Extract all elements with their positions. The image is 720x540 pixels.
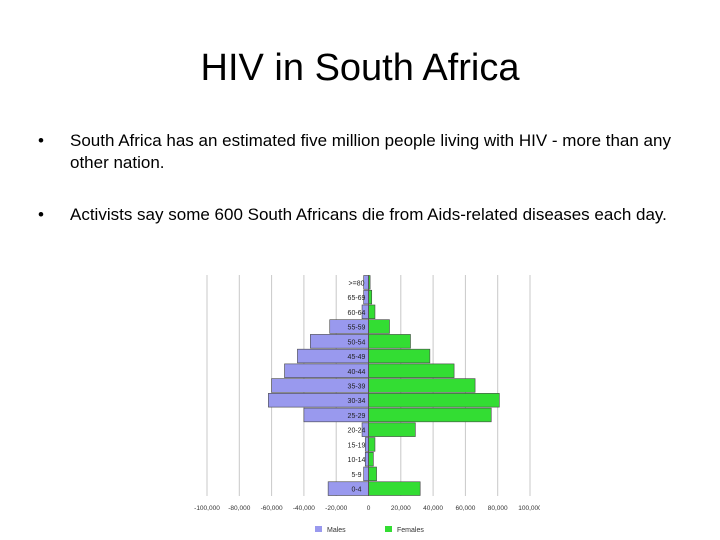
chart-tick-label: 100,000	[518, 505, 540, 512]
bullet-item: • South Africa has an estimated five mil…	[38, 130, 678, 174]
chart-category-label: 55-59	[348, 325, 366, 332]
chart-legend-swatch	[315, 526, 322, 532]
bullet-icon: •	[38, 131, 44, 150]
chart-tick-label: 60,000	[455, 505, 475, 512]
bullet-text: South Africa has an estimated five milli…	[70, 131, 671, 172]
chart-tick-label: 40,000	[423, 505, 443, 512]
chart-bar	[368, 363, 455, 378]
chart-tick-label: -20,000	[325, 505, 347, 512]
chart-category-label: 5-9	[351, 472, 361, 479]
chart-bar	[368, 378, 476, 393]
chart-category-label: 45-49	[348, 354, 366, 361]
chart-bar	[368, 437, 376, 452]
chart-legend-label: Females	[397, 527, 424, 534]
chart-category-label: 25-29	[348, 413, 366, 420]
chart-bar	[368, 348, 431, 364]
chart-bar	[368, 481, 421, 496]
chart-category-label: >=80	[349, 280, 365, 287]
chart-tick-label: -60,000	[261, 505, 283, 512]
chart-category-label: 35-39	[348, 384, 366, 391]
chart-legend-swatch	[385, 526, 392, 532]
bullet-list: • South Africa has an estimated five mil…	[38, 130, 678, 256]
bullet-text: Activists say some 600 South Africans di…	[70, 205, 667, 224]
chart-tick-label: 0	[367, 505, 371, 512]
chart-bar	[368, 319, 390, 334]
chart-legend-label: Males	[327, 527, 346, 534]
chart-category-label: 50-54	[348, 339, 366, 346]
chart-tick-label: -80,000	[228, 505, 250, 512]
chart-bar	[368, 422, 416, 437]
chart-category-label: 0-4	[351, 487, 361, 494]
chart-tick-label: -100,000	[194, 505, 220, 512]
chart-bar	[368, 334, 411, 349]
chart-tick-label: -40,000	[293, 505, 315, 512]
chart-category-label: 15-19	[348, 442, 366, 449]
chart-bar	[327, 481, 369, 496]
slide-title: HIV in South Africa	[200, 47, 520, 89]
chart-category-label: 10-14	[348, 457, 366, 464]
chart-bar	[368, 407, 492, 423]
chart-bar	[368, 304, 376, 320]
bullet-item: • Activists say some 600 South Africans …	[38, 204, 678, 226]
chart-tick-label: 80,000	[488, 505, 508, 512]
chart-bar	[363, 466, 369, 482]
chart-category-label: 60-64	[348, 310, 366, 317]
chart-category-label: 30-34	[348, 398, 366, 405]
chart-category-label: 20-24	[348, 428, 366, 435]
chart-bar	[368, 393, 500, 408]
chart-category-label: 65-69	[348, 295, 366, 302]
bullet-icon: •	[38, 205, 44, 224]
chart-bar	[368, 466, 377, 482]
chart-tick-label: 20,000	[391, 505, 411, 512]
chart-bar	[368, 452, 374, 467]
chart-category-label: 40-44	[348, 369, 366, 376]
population-pyramid-chart: 0-4 5-9 10-14 15-19 20-24 25-29 30-34 35-39 40-4…	[194, 275, 540, 534]
